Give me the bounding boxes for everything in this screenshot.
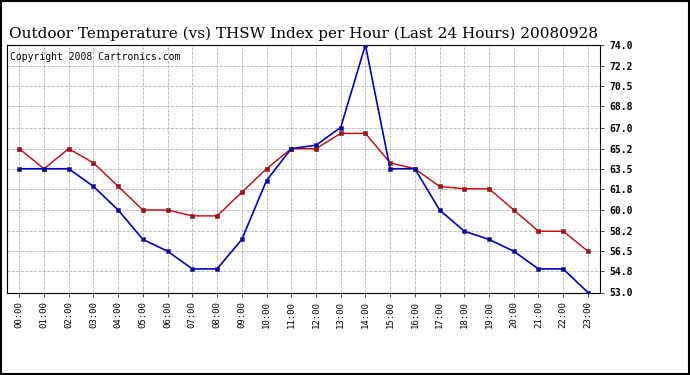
Text: Outdoor Temperature (vs) THSW Index per Hour (Last 24 Hours) 20080928: Outdoor Temperature (vs) THSW Index per … [9, 26, 598, 40]
Text: Copyright 2008 Cartronics.com: Copyright 2008 Cartronics.com [10, 53, 180, 62]
